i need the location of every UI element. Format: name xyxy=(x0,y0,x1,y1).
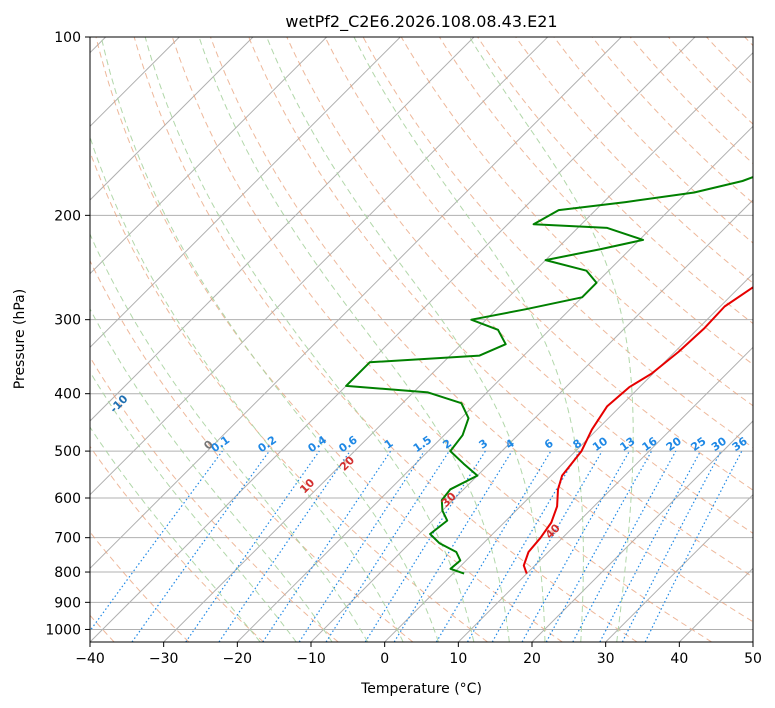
y-tick-label: 500 xyxy=(54,444,81,460)
moist-adiabat-line xyxy=(100,37,439,642)
mixing-ratio-line xyxy=(545,450,653,642)
x-tick-label: 20 xyxy=(523,651,541,667)
temperature-profile-line xyxy=(522,286,753,574)
mixing-ratio-line xyxy=(218,450,351,642)
mixing-ratio-line xyxy=(435,450,552,642)
mixing-ratio-line xyxy=(572,450,677,642)
x-tick-label: −10 xyxy=(296,651,326,667)
isotherm-line xyxy=(90,37,401,349)
moist-adiabat-line xyxy=(198,37,510,642)
isotherm-line xyxy=(90,37,622,570)
moist-adiabat-line xyxy=(353,37,584,642)
dry-adiabat-line xyxy=(400,37,753,407)
plot-area xyxy=(90,37,753,642)
dry-adiabat-line xyxy=(324,37,753,491)
y-axis-label: Pressure (hPa) xyxy=(12,289,28,389)
x-tick-label: 10 xyxy=(449,651,467,667)
chart-title: wetPf2_C2E6.2026.108.08.43.E21 xyxy=(285,12,557,32)
x-tick-label: −20 xyxy=(223,651,253,667)
dry-adiabat-line xyxy=(362,37,753,449)
isotherm-line xyxy=(90,37,254,201)
sounding-profiles xyxy=(345,176,753,575)
x-tick-label: −30 xyxy=(149,651,179,667)
isotherm-line xyxy=(457,346,753,642)
mixing-ratio-line xyxy=(185,450,320,642)
x-tick-label: 40 xyxy=(670,651,688,667)
y-tick-label: 400 xyxy=(54,387,81,403)
isotherm-line xyxy=(236,125,753,642)
moist-adiabat-line xyxy=(90,370,297,642)
isotherm-line xyxy=(605,493,753,642)
x-tick-label: 50 xyxy=(744,651,762,667)
plot-frame xyxy=(89,36,754,643)
dry-adiabat-line xyxy=(171,37,712,642)
y-axis-ticks: 1000 900 800 700 600 500 400 300 200 100 xyxy=(45,30,90,638)
x-axis-label: Temperature (°C) xyxy=(360,681,482,697)
y-tick-label: 200 xyxy=(54,208,81,224)
mixing-ratio-line xyxy=(364,450,486,642)
dry-adiabat-line xyxy=(591,37,753,204)
y-tick-label: 1000 xyxy=(45,622,81,638)
dry-adiabat-line xyxy=(515,37,753,284)
x-tick-label: 30 xyxy=(597,651,615,667)
dry-adiabat-line xyxy=(629,37,753,165)
pressure-grid xyxy=(90,37,753,630)
isotherm-line xyxy=(90,37,696,642)
isotherm-line xyxy=(90,37,475,422)
dry-adiabat-line xyxy=(248,37,753,578)
dry-adiabat-lines xyxy=(90,37,753,642)
y-tick-label: 600 xyxy=(54,491,81,507)
isotherm-lines xyxy=(90,37,753,642)
dry-adiabat-line xyxy=(95,37,563,642)
moist-adiabat-line xyxy=(90,308,333,642)
moist-adiabat-line xyxy=(144,37,475,642)
y-tick-label: 700 xyxy=(54,531,81,547)
dry-adiabat-line xyxy=(210,37,753,623)
moist-adiabat-line xyxy=(266,37,546,642)
x-tick-label: 0 xyxy=(380,651,389,667)
dry-adiabat-line xyxy=(477,37,753,325)
mixing-ratio-line xyxy=(131,450,270,642)
moist-adiabat-line xyxy=(90,426,261,642)
isotherm-line xyxy=(531,420,753,642)
isotherm-line xyxy=(163,51,753,642)
isotherm-line xyxy=(384,272,753,642)
dry-adiabat-line xyxy=(90,445,264,642)
dry-adiabat-line xyxy=(133,37,638,642)
x-tick-label: −40 xyxy=(75,651,105,667)
dewpoint-profile-line xyxy=(345,176,753,575)
moist-adiabat-line xyxy=(90,135,404,642)
isotherm-line xyxy=(90,37,549,496)
mixing-ratio-line xyxy=(90,450,223,632)
mixing-ratio-line xyxy=(491,450,603,642)
mixing-ratio-lines xyxy=(90,450,743,642)
isotherm-line xyxy=(90,37,328,275)
mixing-ratio-line xyxy=(325,450,450,642)
mixing-ratio-line xyxy=(393,450,513,642)
x-axis-ticks: −40 −30 −20 −10 0 10 20 30 40 50 xyxy=(75,642,762,667)
y-tick-label: 300 xyxy=(54,313,81,329)
dry-adiabat-line xyxy=(90,259,414,642)
y-tick-label: 900 xyxy=(54,595,81,611)
mixing-ratio-line xyxy=(521,450,631,642)
y-tick-label: 800 xyxy=(54,565,81,581)
moist-adiabat-line xyxy=(90,232,369,642)
y-tick-label: 100 xyxy=(54,30,81,46)
